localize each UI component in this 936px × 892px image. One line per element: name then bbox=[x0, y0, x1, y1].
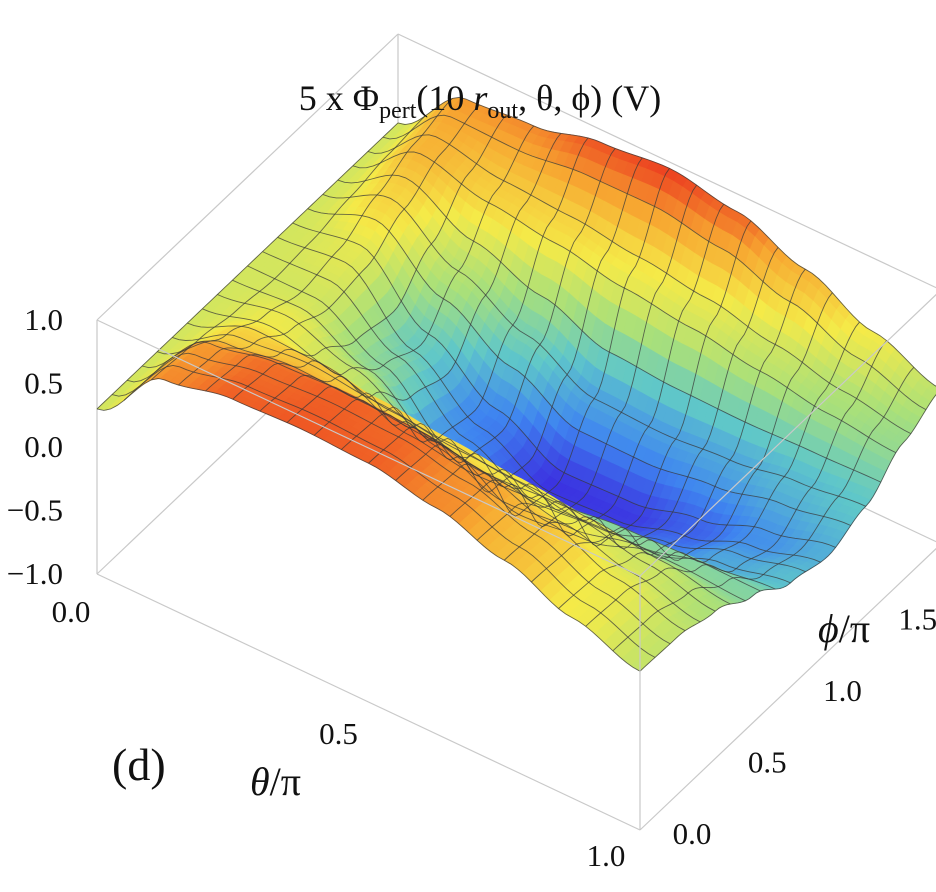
panel-label: (d) bbox=[112, 739, 166, 790]
z-tick-label: 1.0 bbox=[24, 302, 63, 337]
surface-mesh bbox=[96, 96, 936, 672]
phi-tick-label: 0.0 bbox=[673, 816, 712, 851]
z-tick-label: 0.0 bbox=[24, 429, 63, 464]
z-tick-label: −0.5 bbox=[7, 493, 63, 528]
x-axis-title: θ/π bbox=[250, 759, 301, 804]
box-edge bbox=[96, 33, 399, 321]
phi-tick-label: 0.5 bbox=[748, 745, 787, 780]
phi-tick-label: 1.0 bbox=[823, 673, 862, 708]
y-axis-title: ϕ/π bbox=[818, 606, 870, 651]
phi-tick-label: 1.5 bbox=[898, 602, 936, 637]
box-edge bbox=[397, 33, 936, 289]
chart-title: 5 x Φpert(10 rout, θ, ϕ) (V) bbox=[299, 78, 661, 124]
z-tick-label: 0.5 bbox=[24, 366, 63, 401]
theta-tick-label: 0.5 bbox=[319, 716, 358, 751]
theta-tick-label: 1.0 bbox=[587, 838, 626, 873]
theta-tick-label: 0.0 bbox=[52, 594, 91, 629]
z-tick-label: −1.0 bbox=[7, 556, 63, 591]
box-edge bbox=[96, 573, 641, 831]
